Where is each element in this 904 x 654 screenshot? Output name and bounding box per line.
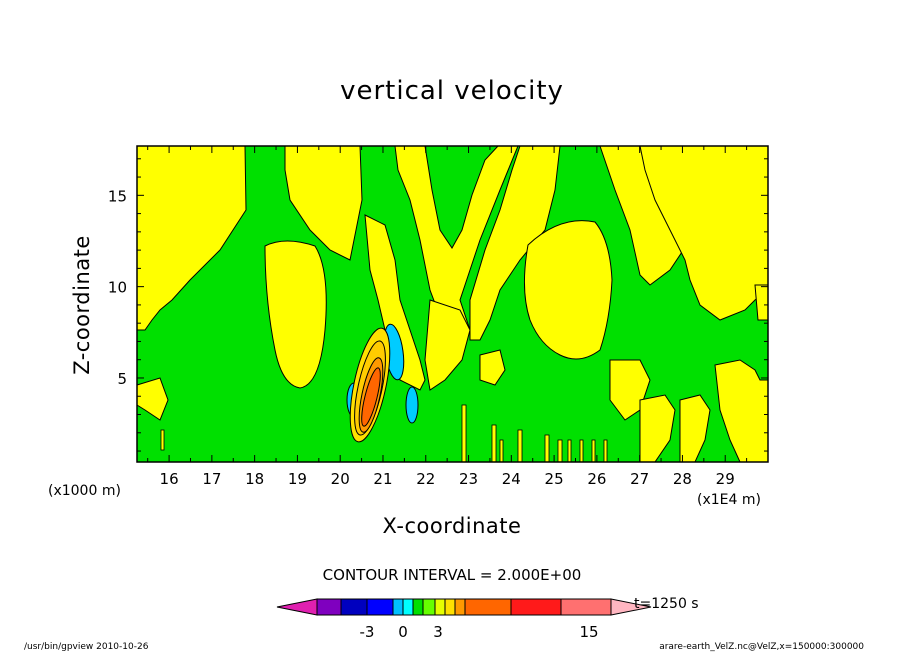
- colorbar-label: -3: [360, 623, 375, 641]
- x-tick-label: 27: [630, 470, 649, 488]
- plot-frame: [136, 145, 769, 463]
- x-tick-label: 17: [202, 470, 221, 488]
- x-axis-label: X-coordinate: [382, 514, 522, 538]
- colorbar-label: 3: [433, 623, 443, 641]
- colorbar-swatch: [444, 598, 456, 616]
- colorbar-swatch: [392, 598, 404, 616]
- colorbar-swatch: [316, 598, 342, 616]
- x-axis: 16 17 18 19 20 21 22 23 24 25 26 27 28 29: [147, 146, 748, 488]
- contour-interval-label: CONTOUR INTERVAL = 2.000E+00: [322, 566, 582, 584]
- colorbar-swatch: [422, 598, 436, 616]
- colorbar-min-arrow: [276, 598, 318, 616]
- x-tick-label: 16: [160, 470, 179, 488]
- colorbar-swatch: [464, 598, 512, 616]
- x-tick-label: 18: [245, 470, 264, 488]
- colorbar-swatch: [434, 598, 446, 616]
- colorbar-label: 0: [398, 623, 408, 641]
- colorbar-swatch: [366, 598, 394, 616]
- colorbar-max-arrow: [610, 598, 652, 616]
- x-tick-label: 29: [716, 470, 735, 488]
- x-tick-label: 22: [416, 470, 435, 488]
- chart-title: vertical velocity: [340, 76, 564, 106]
- x-scale-note: (x1000 m): [48, 483, 121, 499]
- time-label: t=1250 s: [634, 596, 699, 612]
- colorbar-swatch: [454, 598, 466, 616]
- x-offset-note: (x1E4 m): [697, 492, 761, 508]
- y-tick-label: 10: [108, 279, 127, 297]
- colorbar: -3 0 3 15: [276, 598, 652, 641]
- colorbar-swatch: [560, 598, 612, 616]
- colorbar-swatch: [402, 598, 414, 616]
- plot-area: [136, 145, 769, 463]
- x-tick-label: 28: [673, 470, 692, 488]
- colorbar-swatch: [510, 598, 562, 616]
- colorbar-swatch: [340, 598, 368, 616]
- footer-right: arare-earth_VelZ.nc@VelZ,x=150000:300000: [659, 642, 864, 652]
- y-axis: 5 10 15: [108, 158, 768, 452]
- y-tick-label: 5: [117, 370, 127, 388]
- positive-weak-regions: [136, 145, 769, 463]
- x-tick-label: 26: [587, 470, 606, 488]
- x-tick-label: 20: [331, 470, 350, 488]
- colorbar-swatch: [412, 598, 424, 616]
- footer-left: /usr/bin/gpview 2010-10-26: [24, 642, 149, 652]
- x-tick-label: 24: [502, 470, 521, 488]
- x-tick-label: 19: [288, 470, 307, 488]
- colorbar-label: 15: [579, 623, 598, 641]
- x-tick-label: 21: [373, 470, 392, 488]
- positive-core: [349, 327, 391, 443]
- y-axis-label: Z-coordinate: [70, 235, 94, 375]
- x-tick-label: 25: [545, 470, 564, 488]
- y-tick-label: 15: [108, 187, 127, 205]
- x-tick-label: 23: [459, 470, 478, 488]
